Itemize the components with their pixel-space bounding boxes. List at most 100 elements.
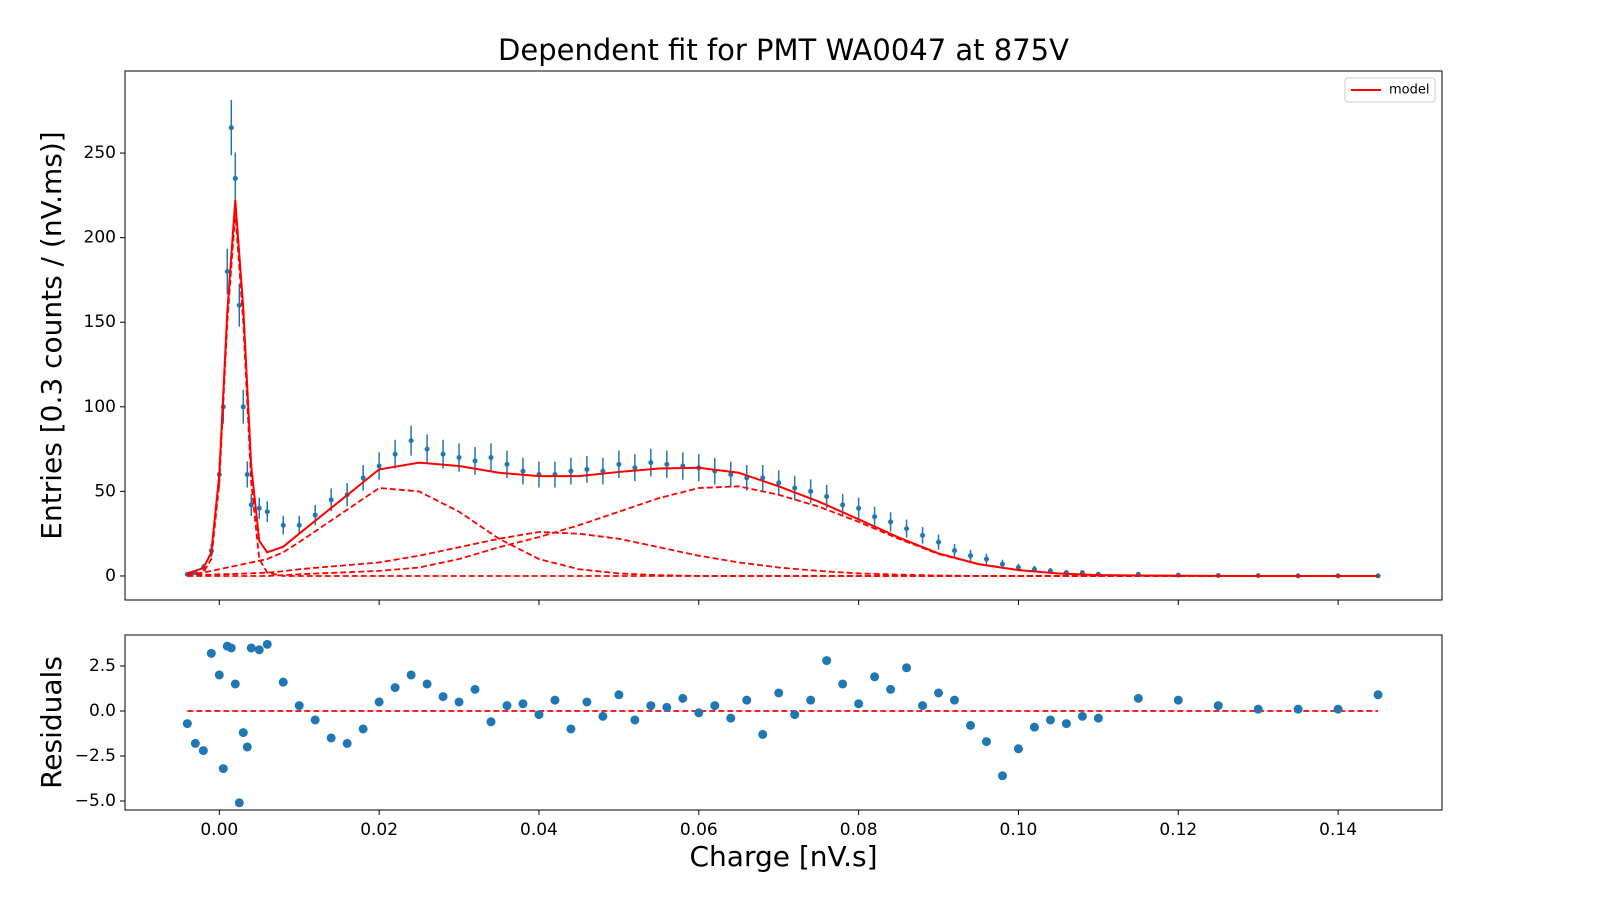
residual-point — [950, 695, 960, 705]
residual-point — [518, 699, 528, 709]
residual-point — [1013, 744, 1023, 754]
axes-frame — [124, 634, 1443, 811]
data-point — [280, 522, 286, 528]
legend-box — [1344, 77, 1436, 103]
residual-point — [214, 670, 224, 680]
y-tick-label: −5.0 — [75, 791, 116, 811]
residual-point — [774, 688, 784, 698]
data-point — [244, 471, 250, 477]
data-point — [983, 556, 989, 562]
data-point — [840, 502, 846, 508]
residual-point — [502, 701, 512, 711]
data-point — [296, 522, 302, 528]
residual-point — [646, 701, 656, 711]
data-point — [632, 465, 638, 471]
data-point — [999, 561, 1005, 567]
data-point — [248, 502, 254, 508]
y-tick-label: 0.0 — [89, 701, 116, 721]
residual-point — [358, 724, 368, 734]
residual-point — [582, 697, 592, 707]
data-point — [456, 455, 462, 461]
residual-point — [486, 717, 496, 727]
component-line — [187, 487, 1379, 577]
residual-point — [726, 713, 736, 723]
data-point — [936, 539, 942, 545]
data-point — [872, 514, 878, 520]
data-point — [888, 519, 894, 525]
residual-point — [1373, 690, 1383, 700]
residual-point — [550, 695, 560, 705]
axes-frame — [124, 70, 1443, 601]
y-tick-label: 150 — [84, 312, 116, 332]
residual-point — [390, 683, 400, 693]
data-point — [776, 480, 782, 486]
x-tick-label: 0.14 — [1319, 820, 1357, 840]
plot-area — [182, 639, 1383, 808]
data-point — [440, 451, 446, 457]
residual-point — [326, 733, 336, 743]
residual-point — [238, 728, 248, 738]
data-point — [600, 468, 606, 474]
residual-point — [438, 692, 448, 702]
data-point — [424, 446, 430, 452]
x-tick-label: 0.12 — [1159, 820, 1197, 840]
residual-point — [254, 645, 264, 655]
residual-point — [710, 701, 720, 711]
data-point — [376, 463, 382, 469]
residual-point — [838, 679, 848, 689]
residual-point — [310, 715, 320, 725]
data-point — [824, 493, 830, 499]
residual-point — [662, 702, 672, 712]
residual-point — [790, 710, 800, 720]
residual-point — [198, 746, 208, 756]
data-point — [792, 485, 798, 491]
residual-point — [822, 656, 832, 666]
residual-point — [470, 684, 480, 694]
residual-point — [1173, 695, 1183, 705]
residual-point — [870, 672, 880, 682]
data-point — [328, 497, 334, 503]
residual-point — [966, 720, 976, 730]
model-line — [187, 200, 1379, 577]
y-tick-label: 250 — [84, 143, 116, 163]
residual-point — [422, 679, 432, 689]
residual-point — [806, 695, 816, 705]
x-axis-label: Charge [nV.s] — [689, 840, 877, 873]
residual-point — [226, 643, 236, 653]
residual-point — [1293, 704, 1303, 714]
data-point — [584, 466, 590, 472]
data-point — [504, 461, 510, 467]
component-line — [187, 485, 1379, 577]
data-point — [568, 468, 574, 474]
residual-point — [454, 697, 464, 707]
residual-point — [934, 688, 944, 698]
y-tick-label: 0 — [105, 566, 116, 586]
residual-point — [262, 639, 272, 649]
residual-point — [630, 715, 640, 725]
residual-point — [1061, 719, 1071, 729]
residual-point — [918, 701, 928, 711]
residual-point — [234, 798, 244, 808]
data-point — [472, 458, 478, 464]
residual-point — [566, 724, 576, 734]
residual-point — [1253, 704, 1263, 714]
data-point — [856, 505, 862, 511]
residual-point — [1133, 693, 1143, 703]
data-point — [240, 404, 246, 410]
residual-point — [997, 771, 1007, 781]
component-line — [187, 212, 1379, 577]
y-tick-label: 2.5 — [89, 656, 116, 676]
residual-point — [242, 742, 252, 752]
y-axis-label: Entries [0.3 counts / (nV.ms)] — [35, 131, 68, 539]
data-point — [808, 488, 814, 494]
data-point — [760, 475, 766, 481]
component-line — [187, 531, 1379, 577]
residual-point — [886, 684, 896, 694]
data-point — [224, 268, 230, 274]
residual-point — [278, 677, 288, 687]
chart-title: Dependent fit for PMT WA0047 at 875V — [498, 33, 1069, 67]
residual-point — [342, 738, 352, 748]
data-point — [664, 461, 670, 467]
data-point — [488, 455, 494, 461]
